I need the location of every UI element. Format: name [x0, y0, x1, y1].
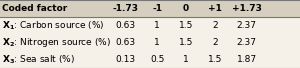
Text: 2.37: 2.37 [237, 21, 256, 30]
Text: 1: 1 [183, 55, 189, 64]
Text: 1.5: 1.5 [208, 55, 222, 64]
Text: 1.5: 1.5 [179, 38, 193, 47]
Text: -1: -1 [152, 4, 162, 13]
Text: 2.37: 2.37 [237, 38, 256, 47]
Text: 0.5: 0.5 [150, 55, 164, 64]
Text: 1: 1 [154, 38, 160, 47]
Text: $\mathbf{X_2}$: Nitrogen source (%): $\mathbf{X_2}$: Nitrogen source (%) [2, 36, 112, 49]
Text: 0.63: 0.63 [115, 38, 136, 47]
Text: 1.87: 1.87 [236, 55, 257, 64]
Text: +1: +1 [208, 4, 222, 13]
Text: 0.13: 0.13 [115, 55, 136, 64]
Text: $\mathbf{X_3}$: Sea salt (%): $\mathbf{X_3}$: Sea salt (%) [2, 53, 76, 66]
Text: 0: 0 [183, 4, 189, 13]
Text: -1.73: -1.73 [112, 4, 138, 13]
Text: $\mathbf{X_1}$: Carbon source (%): $\mathbf{X_1}$: Carbon source (%) [2, 19, 105, 32]
Bar [0, 0, 300, 17]
Text: +1.73: +1.73 [232, 4, 262, 13]
Text: 1: 1 [154, 21, 160, 30]
Text: 2: 2 [212, 21, 218, 30]
Text: 0.63: 0.63 [115, 21, 136, 30]
Text: 2: 2 [212, 38, 218, 47]
Text: 1.5: 1.5 [179, 21, 193, 30]
Text: Coded factor: Coded factor [2, 4, 68, 13]
